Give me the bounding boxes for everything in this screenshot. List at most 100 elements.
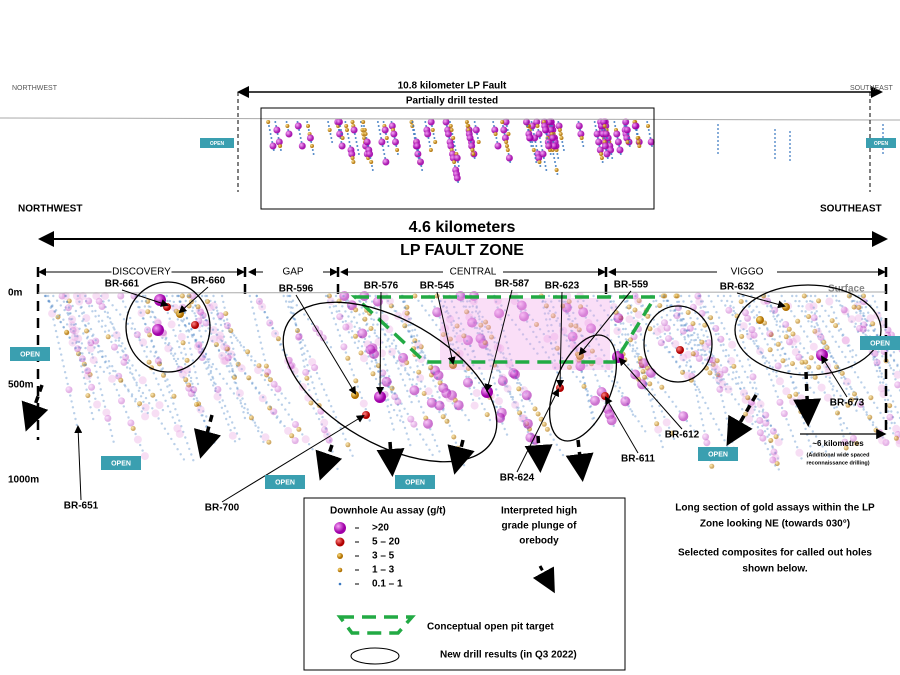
assay-dot bbox=[461, 333, 467, 339]
assay-dot bbox=[504, 140, 509, 144]
assay-dot bbox=[508, 366, 512, 370]
assay-dot bbox=[890, 421, 893, 425]
assay-dot bbox=[699, 306, 702, 309]
assay-dot bbox=[816, 349, 828, 361]
assay-dot bbox=[613, 313, 624, 324]
assay-dot bbox=[258, 335, 261, 339]
assay-dot bbox=[759, 404, 763, 407]
assay-dot bbox=[78, 355, 86, 363]
assay-dot bbox=[74, 309, 78, 313]
assay-dot bbox=[79, 292, 87, 300]
assay-dot bbox=[433, 137, 436, 139]
assay-dot bbox=[481, 329, 484, 333]
assay-dot bbox=[503, 427, 506, 431]
assay-dot bbox=[541, 299, 545, 303]
assay-dot bbox=[737, 403, 740, 406]
assay-dot bbox=[106, 315, 110, 319]
assay-dot bbox=[516, 300, 527, 311]
assay-dot bbox=[224, 341, 227, 344]
assay-dot bbox=[789, 135, 791, 137]
assay-dot bbox=[191, 321, 199, 329]
assay-dot bbox=[449, 314, 452, 318]
assay-dot bbox=[786, 338, 793, 346]
assay-dot bbox=[616, 137, 619, 139]
assay-dot bbox=[445, 306, 448, 309]
assay-dot bbox=[62, 300, 66, 303]
assay-dot bbox=[534, 157, 537, 159]
assay-dot bbox=[544, 165, 547, 167]
assay-dot bbox=[429, 428, 432, 431]
assay-dot bbox=[554, 168, 559, 172]
assay-dot bbox=[722, 294, 726, 298]
assay-dot bbox=[513, 370, 516, 373]
assay-dot bbox=[168, 384, 171, 387]
assay-dot bbox=[214, 322, 217, 326]
assay-dot bbox=[140, 452, 149, 461]
assay-dot bbox=[646, 367, 656, 378]
assay-dot bbox=[306, 364, 309, 367]
assay-dot bbox=[756, 429, 764, 437]
assay-dot bbox=[855, 409, 858, 412]
assay-dot bbox=[714, 370, 717, 374]
assay-dot bbox=[393, 309, 396, 313]
assay-dot bbox=[859, 322, 863, 325]
assay-dot bbox=[145, 298, 151, 304]
assay-dot bbox=[627, 363, 630, 366]
assay-dot bbox=[883, 398, 887, 402]
assay-dot bbox=[406, 389, 409, 393]
assay-dot bbox=[494, 300, 498, 303]
assay-dot bbox=[837, 329, 841, 332]
assay-dot bbox=[440, 332, 446, 338]
assay-dot bbox=[498, 373, 507, 382]
assay-dot bbox=[497, 376, 508, 386]
assay-dot bbox=[168, 317, 171, 320]
assay-dot bbox=[593, 130, 601, 138]
assay-dot bbox=[194, 371, 197, 374]
assay-dot bbox=[353, 316, 356, 319]
assay-dot bbox=[755, 345, 758, 348]
assay-dot bbox=[647, 129, 650, 131]
assay-dot bbox=[595, 357, 603, 366]
assay-dot bbox=[667, 395, 671, 399]
assay-dot bbox=[813, 312, 817, 315]
assay-dot bbox=[487, 353, 491, 356]
assay-dot bbox=[757, 345, 760, 348]
assay-dot bbox=[196, 399, 199, 402]
assay-dot bbox=[289, 294, 292, 298]
assay-dot bbox=[438, 450, 441, 453]
assay-dot bbox=[832, 311, 836, 314]
assay-dot bbox=[450, 321, 453, 324]
assay-dot bbox=[798, 372, 801, 375]
assay-dot bbox=[646, 121, 649, 123]
assay-dot bbox=[868, 418, 871, 422]
assay-dot bbox=[519, 383, 523, 387]
assay-dot bbox=[189, 292, 197, 300]
assay-dot bbox=[847, 360, 850, 364]
assay-dot bbox=[839, 328, 843, 331]
assay-dot bbox=[625, 315, 634, 324]
assay-dot bbox=[358, 299, 361, 302]
assay-dot bbox=[789, 429, 792, 432]
assay-dot bbox=[328, 306, 332, 309]
assay-dot bbox=[194, 314, 197, 318]
assay-dot bbox=[743, 346, 747, 350]
assay-dot bbox=[722, 343, 725, 346]
assay-dot bbox=[752, 340, 755, 343]
assay-dot bbox=[742, 341, 745, 344]
assay-dot bbox=[701, 342, 710, 351]
assay-dot bbox=[685, 361, 689, 364]
assay-dot bbox=[721, 366, 729, 374]
assay-dot bbox=[362, 136, 367, 140]
assay-dot bbox=[689, 334, 692, 337]
assay-dot bbox=[654, 425, 663, 434]
assay-dot bbox=[498, 371, 502, 374]
assay-dot bbox=[844, 355, 847, 359]
assay-dot bbox=[451, 136, 456, 140]
assay-dot bbox=[692, 429, 696, 432]
assay-dot bbox=[412, 371, 416, 374]
assay-dot bbox=[279, 343, 283, 346]
assay-dot bbox=[545, 318, 548, 321]
legend-marker bbox=[334, 522, 346, 534]
assay-dot bbox=[294, 323, 298, 326]
assay-dot bbox=[729, 387, 732, 391]
